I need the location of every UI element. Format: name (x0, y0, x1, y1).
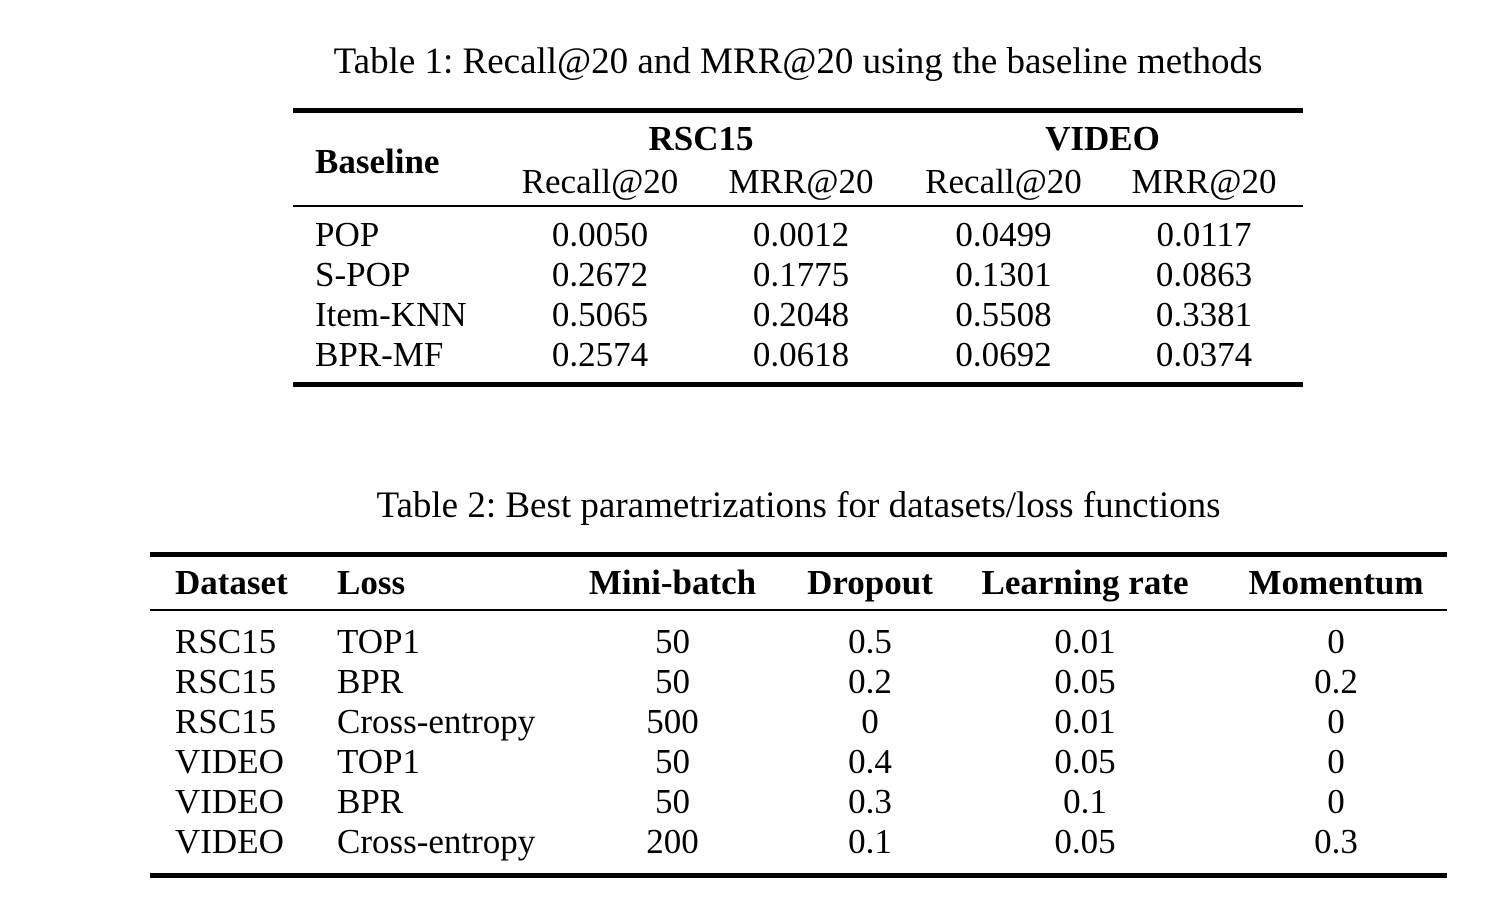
table-cell: 50 (655, 741, 690, 781)
table-cell: 0.5508 (955, 295, 1052, 334)
table-cell: TOP1 (337, 741, 420, 781)
table-cell: 0.3 (848, 781, 892, 821)
table2-header-dataset: Dataset (175, 562, 288, 602)
table-cell: 0.5065 (551, 295, 649, 334)
table-cell: TOP1 (337, 621, 420, 661)
table-row: RSC15 TOP1 50 0.5 0.01 0 (150, 610, 1447, 662)
table2-header-loss: Loss (337, 562, 406, 602)
table-cell: 0.0050 (551, 215, 649, 254)
table-cell: 0.0863 (1155, 255, 1253, 294)
table1-header-group-video: VIDEO (1045, 119, 1160, 158)
table-cell: BPR (337, 781, 404, 821)
baseline-results-table: Baseline RSC15 VIDEO Recall@20 MRR@20 Re… (293, 108, 1303, 387)
table-cell: 0.2574 (551, 335, 649, 374)
table2-header-minibatch: Mini-batch (588, 562, 757, 602)
parametrization-table: Dataset Loss Mini-batch Dropout Learning… (150, 552, 1447, 878)
table1-subheader-recall-video: Recall@20 (925, 162, 1082, 201)
table-cell: 0.3 (1314, 821, 1358, 861)
table-cell: 0 (861, 701, 879, 741)
table-cell: 0.1301 (955, 255, 1052, 294)
table2-header-learning-rate: Learning rate (981, 562, 1189, 602)
table-cell: 0.0374 (1155, 335, 1253, 374)
table-cell: 0.1 (1063, 781, 1107, 821)
table-cell: 0 (1327, 621, 1345, 661)
table-cell: 0.05 (1054, 741, 1116, 781)
table-cell: 0.01 (1054, 621, 1116, 661)
table-cell: 0.2 (1314, 661, 1358, 701)
table-cell: Item-KNN (315, 295, 467, 334)
table-row: VIDEO BPR 50 0.3 0.1 0 (150, 782, 1447, 822)
table-cell: 0.0618 (752, 335, 850, 374)
table-cell: RSC15 (175, 661, 277, 701)
table1-subheader-mrr-rsc15: MRR@20 (728, 162, 874, 201)
table-row: RSC15 Cross-entropy 500 0 0.01 0 (150, 702, 1447, 742)
table-cell: 50 (655, 661, 690, 701)
table-cell: 0.05 (1054, 661, 1116, 701)
table-row: Item-KNN 0.5065 0.2048 0.5508 0.3381 (293, 295, 1303, 335)
table2-header-dropout: Dropout (807, 562, 933, 602)
table-row: VIDEO Cross-entropy 200 0.1 0.05 0.3 (150, 822, 1447, 876)
table-cell: Cross-entropy (337, 701, 536, 741)
table-cell: 0 (1327, 701, 1345, 741)
table-cell: 0.1 (848, 821, 892, 861)
table-cell: 0 (1327, 781, 1345, 821)
table-cell: POP (315, 215, 380, 254)
table-cell: 0.01 (1054, 701, 1116, 741)
table-cell: 0.5 (848, 621, 892, 661)
table-cell: VIDEO (175, 781, 284, 821)
table-cell: Cross-entropy (337, 821, 536, 861)
table-cell: 0.0499 (955, 215, 1052, 254)
table-cell: S-POP (315, 255, 411, 294)
table-cell: 500 (646, 701, 699, 741)
table-cell: 0.3381 (1155, 295, 1253, 334)
table-cell: 200 (646, 821, 699, 861)
table-cell: VIDEO (175, 741, 284, 781)
table-cell: 0.0692 (955, 335, 1052, 374)
table-cell: 0.2672 (551, 255, 649, 294)
table-cell: 0.4 (848, 741, 892, 781)
table-cell: BPR (337, 661, 404, 701)
table-cell: 0.0117 (1156, 215, 1252, 254)
table1-subheader-recall-rsc15: Recall@20 (521, 162, 679, 201)
table-cell: 0.0012 (752, 215, 850, 254)
table1-header-baseline: Baseline (315, 142, 440, 181)
table-row: BPR-MF 0.2574 0.0618 0.0692 0.0374 (293, 335, 1303, 385)
table2-caption: Table 2: Best parametrizations for datas… (376, 485, 1221, 526)
table1-header: Baseline RSC15 VIDEO Recall@20 MRR@20 Re… (293, 110, 1303, 206)
table-cell: 0.2 (848, 661, 892, 701)
table-cell: 0.2048 (752, 295, 850, 334)
table-row: VIDEO TOP1 50 0.4 0.05 0 (150, 742, 1447, 782)
table-row: S-POP 0.2672 0.1775 0.1301 0.0863 (293, 255, 1303, 295)
table1-caption: Table 1: Recall@20 and MRR@20 using the … (333, 41, 1263, 82)
table-cell: 0 (1327, 741, 1345, 781)
table2-header-momentum: Momentum (1248, 562, 1424, 602)
table-cell: 0.05 (1054, 821, 1116, 861)
table-row: POP 0.0050 0.0012 0.0499 0.0117 (293, 206, 1303, 255)
table1-subheader-mrr-video: MRR@20 (1131, 162, 1277, 201)
table-cell: BPR-MF (315, 335, 444, 374)
table-row: RSC15 BPR 50 0.2 0.05 0.2 (150, 662, 1447, 702)
table-cell: VIDEO (175, 821, 284, 861)
table-cell: 50 (655, 621, 690, 661)
table-cell: 0.1775 (752, 255, 850, 294)
table-cell: 50 (655, 781, 690, 821)
table2-header: Dataset Loss Mini-batch Dropout Learning… (150, 554, 1447, 610)
table-cell: RSC15 (175, 621, 277, 661)
table1-header-group-rsc15: RSC15 (648, 119, 754, 158)
table-cell: RSC15 (175, 701, 277, 741)
